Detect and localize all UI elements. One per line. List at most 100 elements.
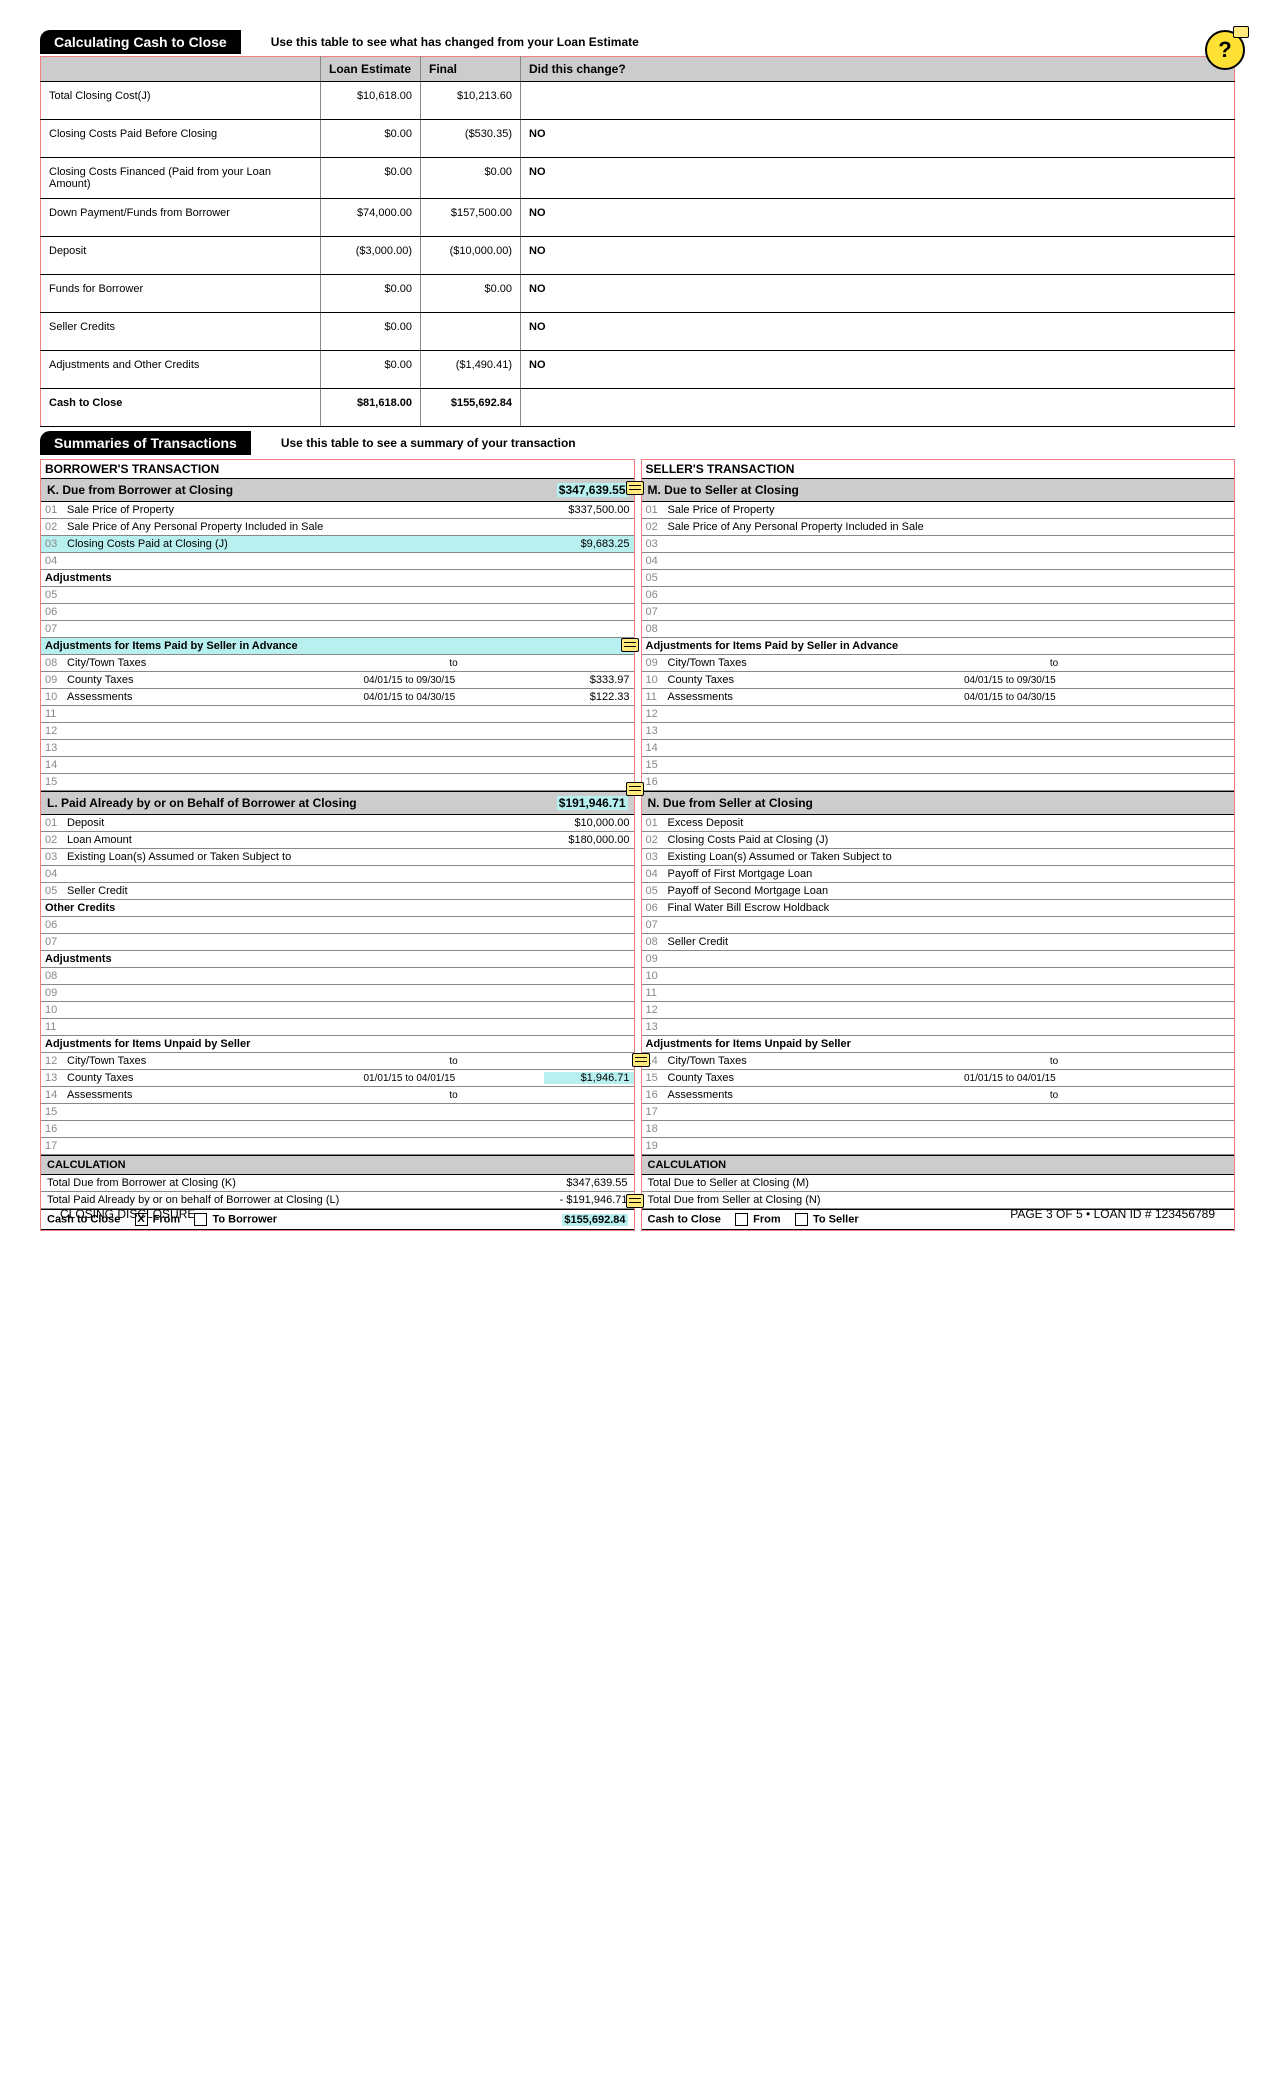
row-dates: to	[364, 1090, 544, 1101]
row-number: 07	[642, 606, 666, 618]
row-number: 10	[642, 674, 666, 686]
row-label: City/Town Taxes	[666, 1055, 965, 1067]
summary-row: 09 City/Town Taxes to	[642, 655, 1235, 672]
row-number: 08	[642, 623, 666, 635]
summary-row: 02 Sale Price of Any Personal Property I…	[642, 519, 1235, 536]
summary-row: 11	[41, 706, 634, 723]
ctc-row-change: NO	[521, 275, 1235, 313]
note-icon[interactable]	[621, 638, 639, 652]
summary-row: 06	[41, 917, 634, 934]
ctc-row-est: ($3,000.00)	[321, 237, 421, 275]
summary-row: 03 Existing Loan(s) Assumed or Taken Sub…	[41, 849, 634, 866]
summary-row: 05	[41, 587, 634, 604]
footer-right: PAGE 3 OF 5 • LOAN ID # 123456789	[1010, 1207, 1215, 1221]
summary-row: 18	[642, 1121, 1235, 1138]
borrower-column: BORROWER'S TRANSACTION K. Due from Borro…	[40, 459, 635, 1231]
borrower-owner: BORROWER'S TRANSACTION	[41, 460, 634, 478]
summary-row: 15	[41, 774, 634, 791]
note-icon[interactable]	[626, 481, 644, 495]
row-number: 13	[642, 725, 666, 737]
ctc-row-label: Down Payment/Funds from Borrower	[41, 199, 321, 237]
summary-row: 15	[41, 1104, 634, 1121]
row-number: 08	[642, 936, 666, 948]
ctc-row-change: NO	[521, 199, 1235, 237]
row-amount: $333.97	[544, 674, 634, 686]
summary-row: 11 Assessments 04/01/15 to 04/30/15	[642, 689, 1235, 706]
row-amount: $122.33	[544, 691, 634, 703]
row-number: 03	[41, 851, 65, 863]
summary-row: 12	[642, 706, 1235, 723]
summary-row: 05 Seller Credit	[41, 883, 634, 900]
row-number: 17	[642, 1106, 666, 1118]
row-label: Final Water Bill Escrow Holdback	[666, 902, 1145, 914]
row-number: 07	[642, 919, 666, 931]
row-label: Assessments	[666, 1089, 965, 1101]
summary-row: 06 Final Water Bill Escrow Holdback	[642, 900, 1235, 917]
ctc-row-label: Total Closing Cost(J)	[41, 82, 321, 120]
summary-row: 14	[642, 740, 1235, 757]
ctc-row-label: Seller Credits	[41, 313, 321, 351]
ctc-row-est: $0.00	[321, 351, 421, 389]
ctc-instruction: Use this table to see what has changed f…	[271, 35, 639, 49]
summary-row: 16	[642, 774, 1235, 791]
row-number: 11	[642, 987, 666, 999]
ctc-title: Calculating Cash to Close	[40, 30, 241, 54]
ctc-row-change: NO	[521, 313, 1235, 351]
summary-row: 06	[41, 604, 634, 621]
footer-left: CLOSING DISCLOSURE	[60, 1207, 195, 1221]
row-dates: to	[964, 658, 1144, 669]
ctc-row-est: $0.00	[321, 120, 421, 158]
summary-row: 10 Assessments 04/01/15 to 04/30/15 $122…	[41, 689, 634, 706]
row-number: 17	[41, 1140, 65, 1152]
row-dates: 04/01/15 to 09/30/15	[964, 675, 1144, 686]
summary-row: 04	[41, 553, 634, 570]
summ-title: Summaries of Transactions	[40, 431, 251, 455]
row-label: Assessments	[666, 691, 965, 703]
summary-row: 11	[41, 1019, 634, 1036]
help-icon[interactable]: ?	[1205, 30, 1245, 70]
m-advance-label: Adjustments for Items Paid by Seller in …	[642, 638, 1235, 655]
ctc-row-final: $0.00	[421, 275, 521, 313]
seller-calc-title: CALCULATION	[642, 1155, 1235, 1175]
row-number: 12	[642, 1004, 666, 1016]
note-icon[interactable]	[626, 1194, 644, 1208]
row-number: 07	[41, 623, 65, 635]
row-dates: to	[964, 1090, 1144, 1101]
summary-row: 04	[41, 866, 634, 883]
summary-row: 12 City/Town Taxes to	[41, 1053, 634, 1070]
row-number: 01	[41, 504, 65, 516]
summary-row: 01 Deposit $10,000.00	[41, 815, 634, 832]
row-label: County Taxes	[65, 1072, 364, 1084]
row-number: 13	[41, 742, 65, 754]
summary-row: 10 County Taxes 04/01/15 to 09/30/15	[642, 672, 1235, 689]
section-n-heading: N. Due from Seller at Closing	[642, 791, 1235, 815]
summary-row: 05	[642, 570, 1235, 587]
row-number: 15	[41, 776, 65, 788]
summary-row: 15	[642, 757, 1235, 774]
summary-row: 07	[41, 621, 634, 638]
row-number: 02	[41, 521, 65, 533]
row-label: Seller Credit	[666, 936, 1145, 948]
summary-row: 05 Payoff of Second Mortgage Loan	[642, 883, 1235, 900]
ctc-row-final: ($530.35)	[421, 120, 521, 158]
ctc-th-blank	[41, 57, 321, 82]
note-icon[interactable]	[632, 1053, 650, 1067]
ctc-footer-est: $81,618.00	[321, 389, 421, 427]
ctc-row-label: Closing Costs Paid Before Closing	[41, 120, 321, 158]
row-number: 08	[41, 970, 65, 982]
summary-row: 08 City/Town Taxes to	[41, 655, 634, 672]
row-label: Sale Price of Property	[65, 504, 544, 516]
row-number: 09	[41, 674, 65, 686]
section-l-amount: $191,946.71	[557, 796, 628, 810]
summary-row: 16	[41, 1121, 634, 1138]
seller-column: SELLER'S TRANSACTION M. Due to Seller at…	[641, 459, 1236, 1231]
row-number: 01	[642, 817, 666, 829]
row-number: 04	[41, 868, 65, 880]
note-icon[interactable]	[626, 782, 644, 796]
row-label: County Taxes	[666, 674, 965, 686]
row-dates: 04/01/15 to 09/30/15	[364, 675, 544, 686]
ctc-th-estimate: Loan Estimate	[321, 57, 421, 82]
row-amount: $10,000.00	[544, 817, 634, 829]
k-advance-label: Adjustments for Items Paid by Seller in …	[41, 638, 634, 655]
row-number: 09	[642, 953, 666, 965]
